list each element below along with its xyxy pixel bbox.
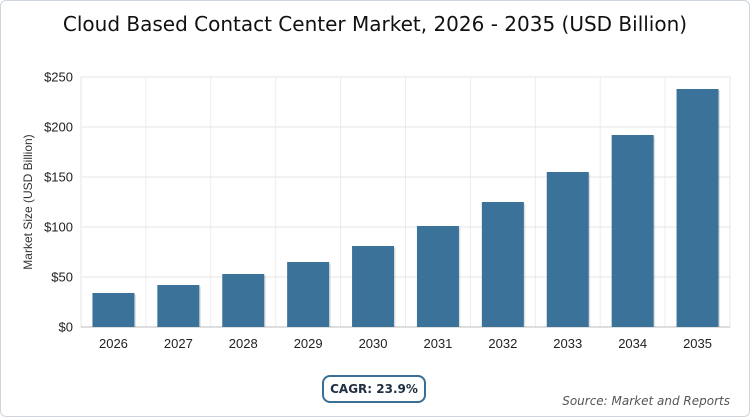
chart-title: Cloud Based Contact Center Market, 2026 …	[62, 12, 688, 36]
bar	[222, 274, 265, 327]
x-tick-label: 2028	[229, 336, 258, 351]
x-tick-label: 2030	[359, 336, 388, 351]
y-tick-label: $200	[44, 120, 73, 135]
x-tick-label: 2027	[164, 336, 193, 351]
y-axis-label: Market Size (USD Billion)	[21, 134, 35, 269]
bar	[546, 172, 589, 327]
y-tick-label: $50	[51, 270, 73, 285]
bar	[676, 89, 719, 327]
x-tick-label: 2035	[683, 336, 712, 351]
bar	[92, 293, 135, 327]
bar	[611, 135, 654, 327]
y-tick-label: $150	[44, 170, 73, 185]
bar	[481, 202, 524, 327]
bar	[352, 246, 395, 327]
x-tick-label: 2033	[553, 336, 582, 351]
x-tick-label: 2034	[618, 336, 647, 351]
cagr-badge: CAGR: 23.9%	[322, 375, 426, 403]
source-note: Source: Market and Reports	[562, 394, 730, 408]
bar	[416, 226, 459, 327]
x-tick-label: 2032	[488, 336, 517, 351]
bar	[287, 262, 330, 327]
x-tick-label: 2029	[294, 336, 323, 351]
y-tick-label: $250	[44, 70, 73, 85]
y-tick-label: $100	[44, 220, 73, 235]
x-tick-label: 2026	[99, 336, 128, 351]
bar	[157, 285, 200, 327]
x-tick-label: 2031	[423, 336, 452, 351]
y-tick-label: $0	[59, 320, 73, 335]
